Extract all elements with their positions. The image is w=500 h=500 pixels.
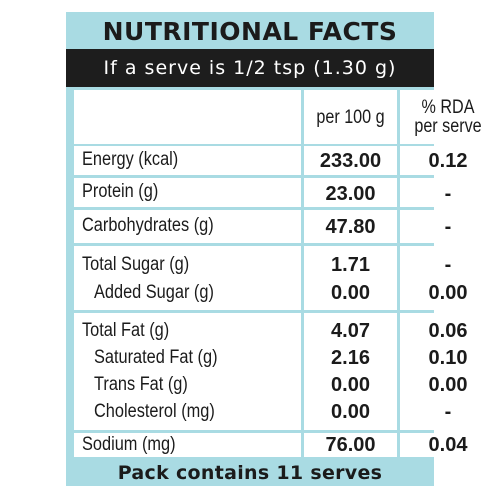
- row-energy-rda-cell: 0.12: [400, 146, 496, 175]
- row-saturated-fat-per100: 2.16: [331, 347, 370, 369]
- row-sodium-per100: 76.00: [325, 434, 376, 456]
- row-total-sugar-rda: -: [444, 254, 452, 276]
- row-total-sugar-label: Total Sugar (g): [82, 254, 190, 275]
- per100-header-cell: per 100 g: [304, 90, 397, 144]
- fat-group-rda-cell: 0.06 0.10 0.00 -: [400, 313, 496, 430]
- fat-group-per100-cell: 4.07 2.16 0.00 0.00: [304, 313, 397, 430]
- row-saturated-fat-rda: 0.10: [428, 347, 468, 369]
- row-total-sugar-per100: 1.71: [331, 254, 370, 276]
- row-carbohydrates-per100: 47.80: [325, 216, 376, 238]
- row-sodium-rda: 0.04: [428, 434, 468, 456]
- row-protein-label: Protein (g): [82, 181, 159, 202]
- row-cholesterol-label: Cholesterol (mg): [94, 401, 215, 422]
- row-protein-per100: 23.00: [325, 183, 376, 205]
- sugar-group-rda-cell: - 0.00: [400, 246, 496, 310]
- nutrition-facts-label: NUTRITIONAL FACTS If a serve is 1/2 tsp …: [66, 12, 496, 486]
- row-protein-label-cell: Protein (g): [74, 178, 301, 207]
- row-trans-fat-label: Trans Fat (g): [94, 374, 188, 395]
- row-sodium-label-cell: Sodium (mg): [74, 433, 301, 457]
- row-sodium-per100-cell: 76.00: [304, 433, 397, 457]
- row-cholesterol-per100: 0.00: [331, 401, 370, 423]
- sugar-group-per100-cell: 1.71 0.00: [304, 246, 397, 310]
- row-protein-per100-cell: 23.00: [304, 178, 397, 207]
- row-cholesterol-rda: -: [444, 401, 452, 423]
- per100-header: per 100 g: [316, 106, 385, 128]
- row-total-fat-per100: 4.07: [331, 320, 370, 342]
- row-added-sugar-per100: 0.00: [331, 282, 370, 304]
- rda-header-cell: % RDA per serve: [400, 90, 496, 144]
- row-energy-rda: 0.12: [428, 150, 468, 172]
- rda-header-line1: % RDA: [421, 97, 475, 118]
- row-sodium-label: Sodium (mg): [82, 434, 176, 455]
- row-added-sugar-rda: 0.00: [428, 282, 468, 304]
- row-protein-rda-cell: -: [400, 178, 496, 207]
- row-carbohydrates-rda-cell: -: [400, 210, 496, 243]
- fat-group-label-cell: Total Fat (g) Saturated Fat (g) Trans Fa…: [74, 313, 301, 430]
- row-energy-label: Energy (kcal): [82, 149, 179, 170]
- row-total-fat-rda: 0.06: [428, 320, 468, 342]
- row-carbohydrates-rda: -: [444, 216, 452, 238]
- row-protein-rda: -: [444, 183, 452, 205]
- row-trans-fat-rda: 0.00: [428, 374, 468, 396]
- header-blank-cell: [74, 90, 301, 144]
- row-trans-fat-per100: 0.00: [331, 374, 370, 396]
- label-title: NUTRITIONAL FACTS: [102, 17, 398, 46]
- row-carbohydrates-label-cell: Carbohydrates (g): [74, 210, 301, 243]
- row-total-fat-label: Total Fat (g): [82, 320, 170, 341]
- row-energy-label-cell: Energy (kcal): [74, 146, 301, 175]
- row-energy-per100: 233.00: [319, 150, 382, 172]
- row-carbohydrates-per100-cell: 47.80: [304, 210, 397, 243]
- pack-serves-footer: Pack contains 11 serves: [117, 462, 383, 484]
- row-sodium-rda-cell: 0.04: [400, 433, 496, 457]
- row-carbohydrates-label: Carbohydrates (g): [82, 215, 214, 236]
- row-energy-per100-cell: 233.00: [304, 146, 397, 175]
- rda-header-line2: per serve: [414, 116, 482, 137]
- sugar-group-label-cell: Total Sugar (g) Added Sugar (g): [74, 246, 301, 310]
- rda-header: % RDA per serve: [407, 90, 489, 144]
- row-saturated-fat-label: Saturated Fat (g): [94, 347, 218, 368]
- serve-size-bar: If a serve is 1/2 tsp (1.30 g): [66, 49, 434, 87]
- row-added-sugar-label: Added Sugar (g): [94, 282, 214, 303]
